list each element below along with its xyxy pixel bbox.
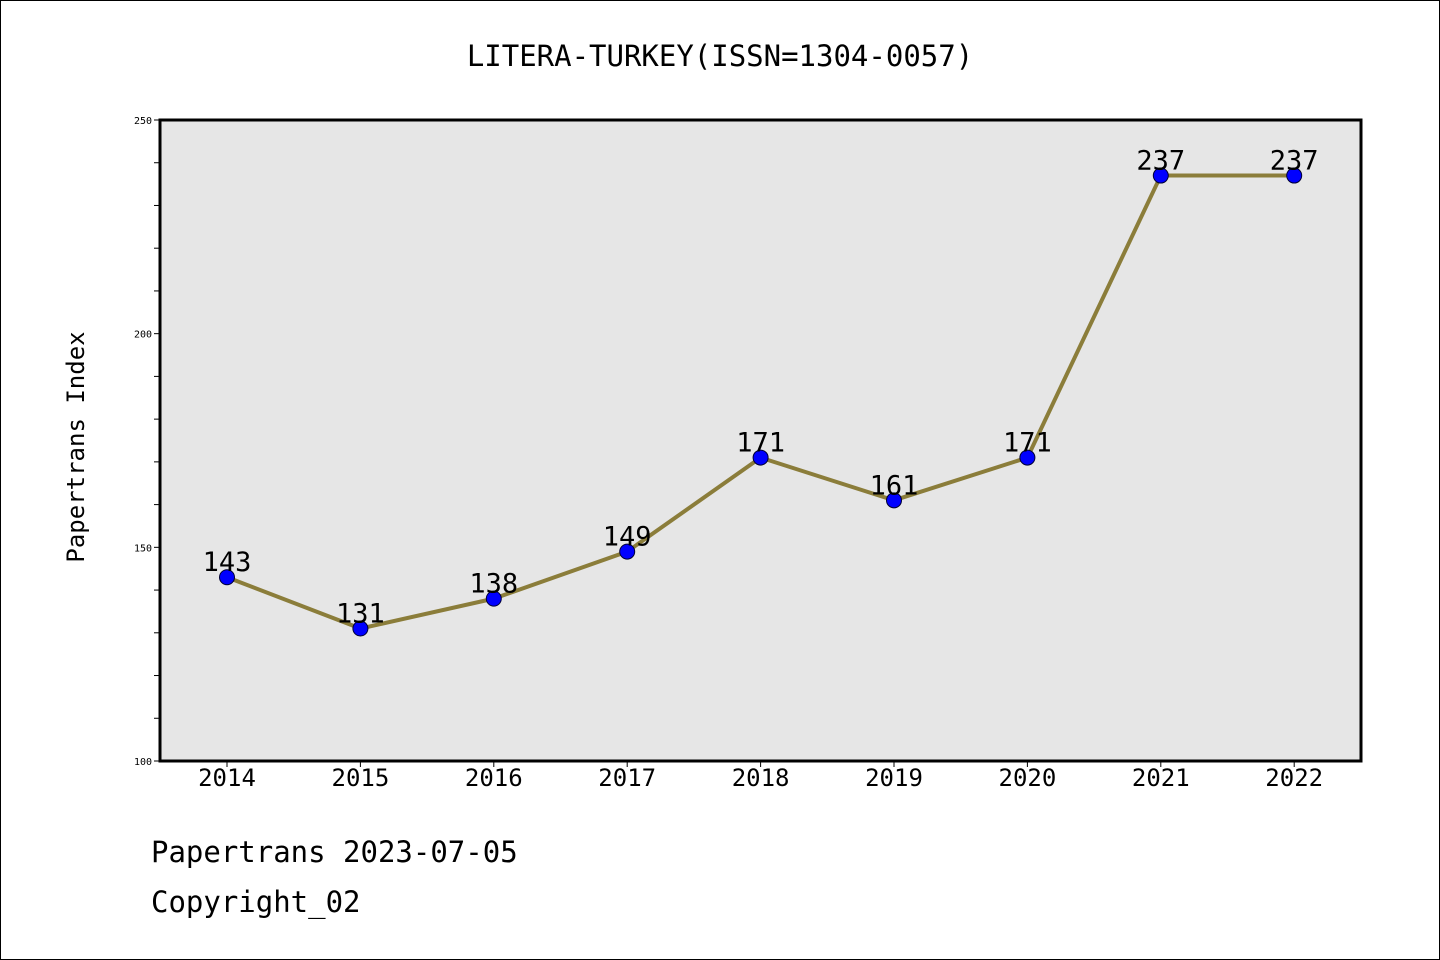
data-label: 171 [1003, 428, 1052, 459]
y-tick-label: 200 [134, 330, 152, 341]
plot-border [158, 118, 1363, 763]
data-point [352, 620, 369, 637]
data-label: 138 [469, 569, 518, 600]
data-label: 237 [1136, 146, 1185, 177]
data-point [619, 543, 636, 560]
data-point [1286, 167, 1303, 184]
x-tick-label: 2020 [999, 764, 1057, 792]
y-tick-label: 250 [134, 116, 152, 127]
data-point [485, 590, 502, 607]
footer-date: Papertrans 2023-07-05 [151, 835, 518, 869]
y-tick-label: 100 [134, 757, 152, 768]
y-tick-label: 150 [134, 543, 152, 554]
data-point [1152, 167, 1169, 184]
x-tick-label: 2018 [732, 764, 790, 792]
x-tick-label: 2019 [865, 764, 923, 792]
data-label: 237 [1270, 146, 1319, 177]
data-label: 149 [603, 522, 652, 553]
data-label: 131 [336, 599, 385, 630]
chart-title: LITERA-TURKEY(ISSN=1304-0057) [467, 39, 973, 73]
data-point [1019, 449, 1036, 466]
data-point [219, 569, 235, 586]
x-tick-label: 2021 [1132, 764, 1190, 792]
data-label: 161 [870, 470, 919, 501]
plot-area [160, 120, 1361, 761]
x-tick-label: 2022 [1265, 764, 1323, 792]
data-label: 143 [203, 547, 252, 578]
x-tick-label: 2017 [598, 764, 656, 792]
x-tick-label: 2015 [332, 764, 390, 792]
data-label: 171 [736, 428, 785, 459]
x-axis: 2014 2015 2016 2017 2018 2019 2020 2021 2022 [198, 761, 1323, 792]
data-point [752, 449, 769, 466]
x-tick-label: 2014 [198, 764, 256, 792]
x-tick-label: 2016 [465, 764, 523, 792]
y-axis: 100 150 200 250 [134, 116, 160, 768]
footer-copyright: Copyright_02 [151, 885, 361, 919]
data-point [886, 492, 902, 509]
series-group: 143 131 138 149 171 161 171 237 237 [203, 146, 1319, 637]
y-axis-label: Papertrans Index [62, 331, 90, 562]
